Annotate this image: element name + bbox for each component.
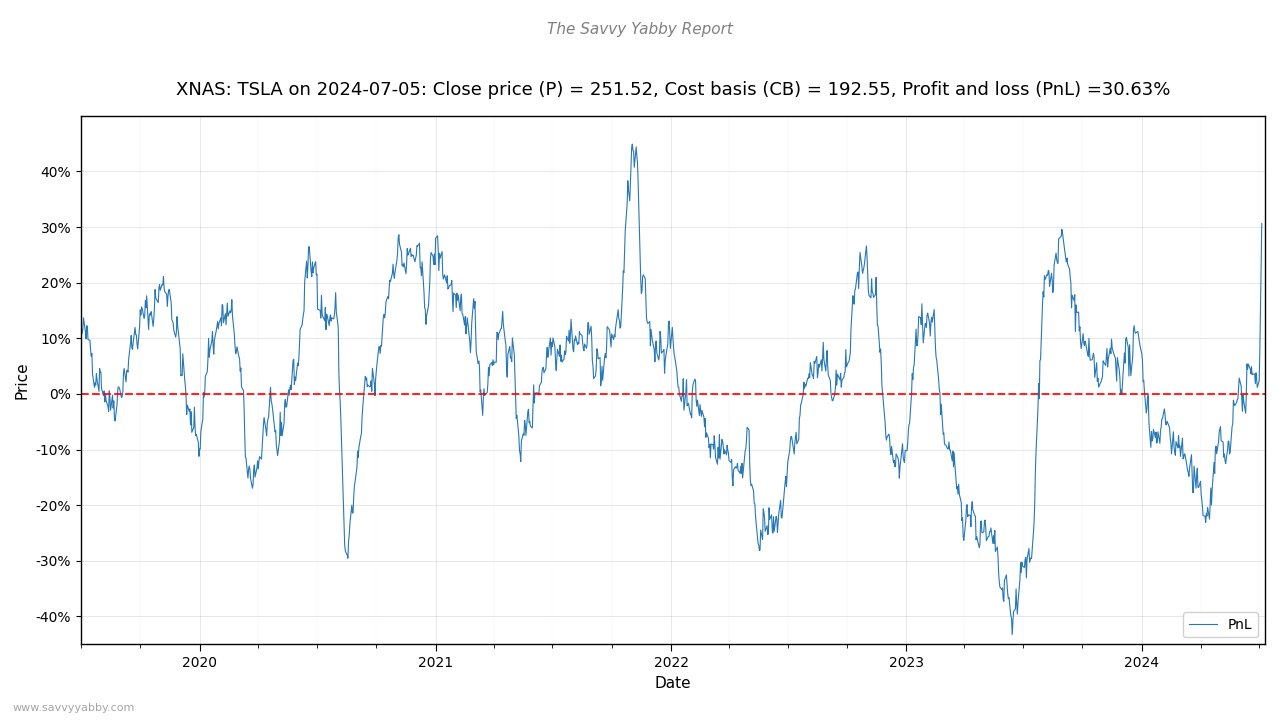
- Text: The Savvy Yabby Report: The Savvy Yabby Report: [547, 22, 733, 37]
- Line: PnL: PnL: [81, 144, 1262, 634]
- Legend: PnL: PnL: [1184, 612, 1258, 637]
- Y-axis label: Price: Price: [15, 361, 29, 399]
- Title: XNAS: TSLA on 2024-07-05: Close price (P) = 251.52, Cost basis (CB) = 192.55, Pr: XNAS: TSLA on 2024-07-05: Close price (P…: [175, 81, 1170, 99]
- Text: www.savvyyabby.com: www.savvyyabby.com: [13, 703, 136, 713]
- X-axis label: Date: Date: [654, 675, 691, 690]
